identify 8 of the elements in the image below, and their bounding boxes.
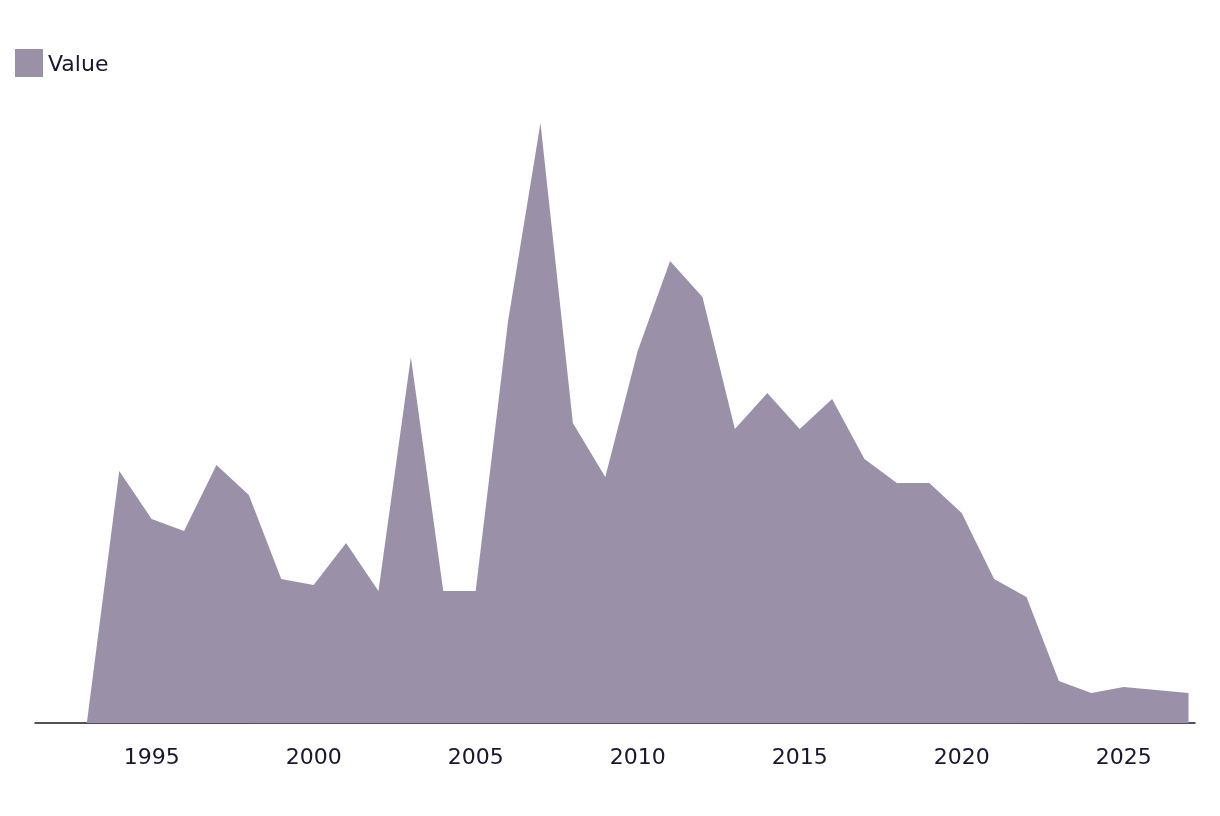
- x-tick-label: 2025: [1095, 743, 1152, 769]
- x-tick-label: 1995: [123, 743, 180, 769]
- x-tick-label: 2020: [933, 743, 990, 769]
- x-tick-label: 2015: [771, 743, 828, 769]
- legend-label: Value: [48, 50, 109, 76]
- x-tick-label: 2000: [285, 743, 342, 769]
- x-tick-label: 2010: [609, 743, 666, 769]
- x-tick-label: 2005: [447, 743, 504, 769]
